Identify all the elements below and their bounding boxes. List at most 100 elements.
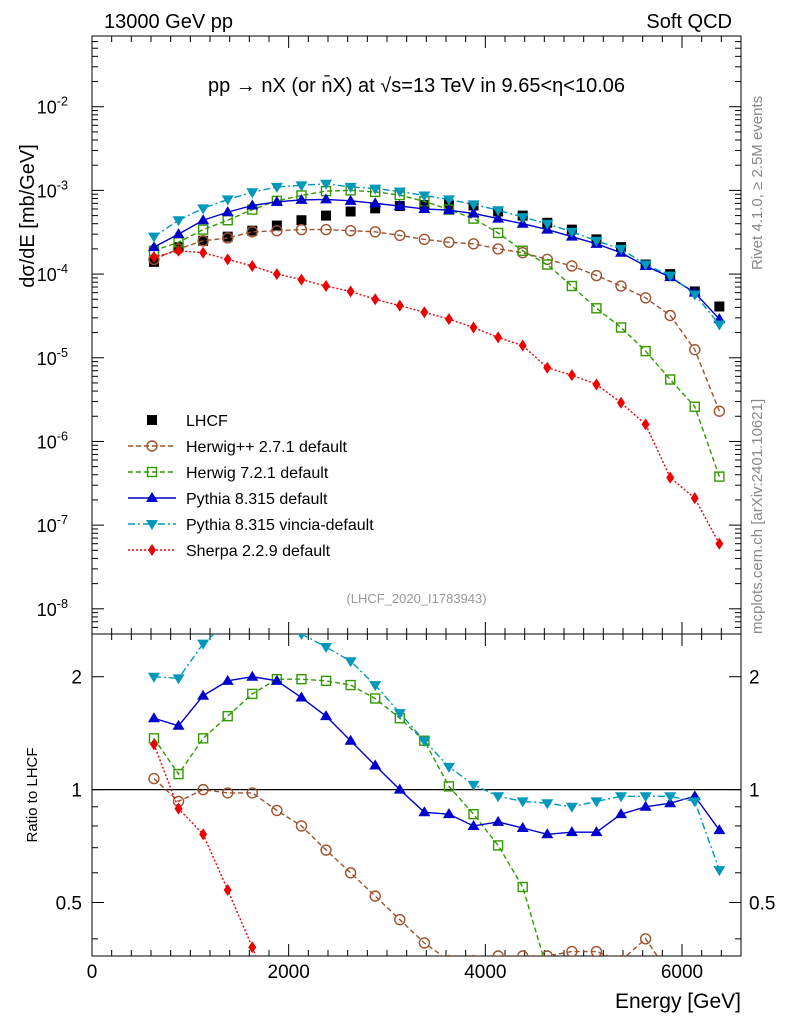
ratio-plot-frame bbox=[91, 633, 742, 957]
ratio-data-point bbox=[664, 792, 677, 803]
ratio-data-point bbox=[148, 772, 160, 785]
ratio-data-point bbox=[320, 710, 333, 721]
ratio-data-point bbox=[713, 824, 726, 835]
ratio-data-point bbox=[492, 792, 505, 803]
data-point bbox=[223, 253, 232, 266]
ratio-data-point bbox=[541, 799, 554, 810]
data-point bbox=[221, 206, 234, 217]
data-point bbox=[272, 268, 281, 281]
series-sherpa-2-2-9-default bbox=[149, 244, 724, 550]
data-point bbox=[295, 223, 308, 236]
x-axis-label: Energy [GeV] bbox=[615, 990, 741, 1013]
ratio-y-tick-label-right: 1 bbox=[749, 781, 760, 802]
ratio-data-point bbox=[223, 883, 232, 896]
data-point bbox=[590, 269, 603, 282]
series-herwig-7-2-1-default bbox=[148, 185, 725, 482]
data-point bbox=[418, 233, 431, 246]
ratio-data-point bbox=[566, 945, 578, 956]
data-point bbox=[615, 280, 627, 292]
data-point bbox=[690, 492, 699, 505]
data-point bbox=[418, 202, 431, 213]
ratio-data-point bbox=[247, 688, 258, 700]
data-point bbox=[467, 207, 480, 218]
legend-item: Sherpa 2.2.9 default bbox=[128, 543, 331, 560]
ratio-series-herwig-7-2-1-default bbox=[148, 673, 544, 956]
ratio-data-point bbox=[516, 797, 529, 808]
analysis-id-label: (LHCF_2020_I1783943) bbox=[346, 591, 486, 606]
data-point bbox=[371, 293, 380, 306]
data-point bbox=[688, 290, 701, 301]
plot-title: pp → nX (or n̄X) at √s=13 TeV in 9.65<η<… bbox=[208, 74, 625, 97]
ratio-series-line bbox=[153, 676, 720, 836]
data-point bbox=[443, 236, 455, 248]
ratio-data-point bbox=[639, 800, 652, 811]
data-point bbox=[494, 331, 503, 344]
data-point bbox=[689, 401, 700, 412]
data-point bbox=[394, 229, 406, 242]
ratio-data-point bbox=[442, 762, 455, 773]
ratio-data-point bbox=[199, 828, 208, 841]
data-point bbox=[541, 253, 553, 266]
ratio-data-point bbox=[344, 867, 357, 879]
data-point bbox=[271, 224, 283, 237]
data-point bbox=[221, 232, 234, 244]
ratio-panel: 0.5 0.5 1 1 2 2 0 2000 4000 6000 Energy [GeV] Ratio… bbox=[24, 612, 775, 1013]
series-line bbox=[153, 250, 720, 545]
ratio-data-point bbox=[369, 681, 382, 692]
ratio-data-point bbox=[393, 709, 406, 720]
data-point bbox=[172, 228, 185, 239]
ratio-data-point bbox=[418, 806, 431, 817]
legend: LHCF Herwig++ 2.7.1 default Herwig 7.2.1 d… bbox=[128, 413, 374, 560]
data-point bbox=[197, 224, 209, 235]
ratio-data-point bbox=[270, 674, 283, 685]
mcplots-reference-label: mcplots.cern.ch [arXiv:2401.10621] bbox=[749, 399, 766, 634]
data-point bbox=[197, 214, 210, 225]
data-point bbox=[615, 322, 627, 333]
data-point bbox=[567, 369, 576, 382]
y-tick-label: 10-2 bbox=[37, 95, 68, 118]
data-point bbox=[492, 227, 504, 239]
ratio-data-point bbox=[467, 819, 480, 830]
data-point bbox=[295, 181, 308, 192]
data-point bbox=[320, 193, 333, 204]
ratio-data-point bbox=[470, 954, 477, 956]
data-point bbox=[517, 245, 528, 256]
ratio-data-point bbox=[246, 670, 259, 681]
data-point bbox=[344, 194, 357, 205]
data-point bbox=[516, 213, 529, 224]
ratio-data-point bbox=[271, 612, 283, 622]
legend-marker bbox=[146, 466, 158, 478]
y-tick-label: 10-5 bbox=[37, 346, 68, 369]
data-point bbox=[639, 260, 652, 271]
legend-marker bbox=[146, 520, 158, 530]
data-point bbox=[467, 238, 480, 250]
ratio-data-point bbox=[639, 933, 652, 945]
ratio-data-point bbox=[173, 768, 184, 780]
legend-label: Sherpa 2.2.9 default bbox=[186, 543, 331, 560]
ratio-data-point bbox=[468, 808, 479, 820]
data-point bbox=[322, 280, 331, 293]
data-point bbox=[221, 195, 234, 206]
ratio-data-point bbox=[639, 792, 652, 803]
ratio-data-point bbox=[197, 733, 209, 744]
ratio-data-point bbox=[147, 672, 160, 683]
data-point bbox=[320, 179, 333, 190]
data-point bbox=[714, 471, 725, 482]
x-tick-label: 6000 bbox=[661, 962, 703, 983]
data-point bbox=[591, 303, 602, 314]
ratio-series-group bbox=[147, 612, 726, 956]
legend-marker bbox=[146, 492, 158, 502]
data-point bbox=[617, 396, 626, 409]
ratio-data-point bbox=[246, 787, 258, 799]
ratio-data-point bbox=[149, 738, 158, 751]
ratio-y-tick-label-right: 2 bbox=[749, 668, 760, 689]
x-tick-label: 2000 bbox=[268, 962, 310, 983]
main-y-axis-label: dσ/dE [mb/GeV] bbox=[17, 144, 39, 288]
ratio-data-point bbox=[517, 881, 528, 893]
data-point bbox=[370, 203, 381, 214]
ratio-data-point bbox=[197, 639, 210, 650]
series-line bbox=[153, 198, 720, 320]
ratio-data-point bbox=[246, 612, 258, 622]
data-point bbox=[248, 259, 257, 272]
